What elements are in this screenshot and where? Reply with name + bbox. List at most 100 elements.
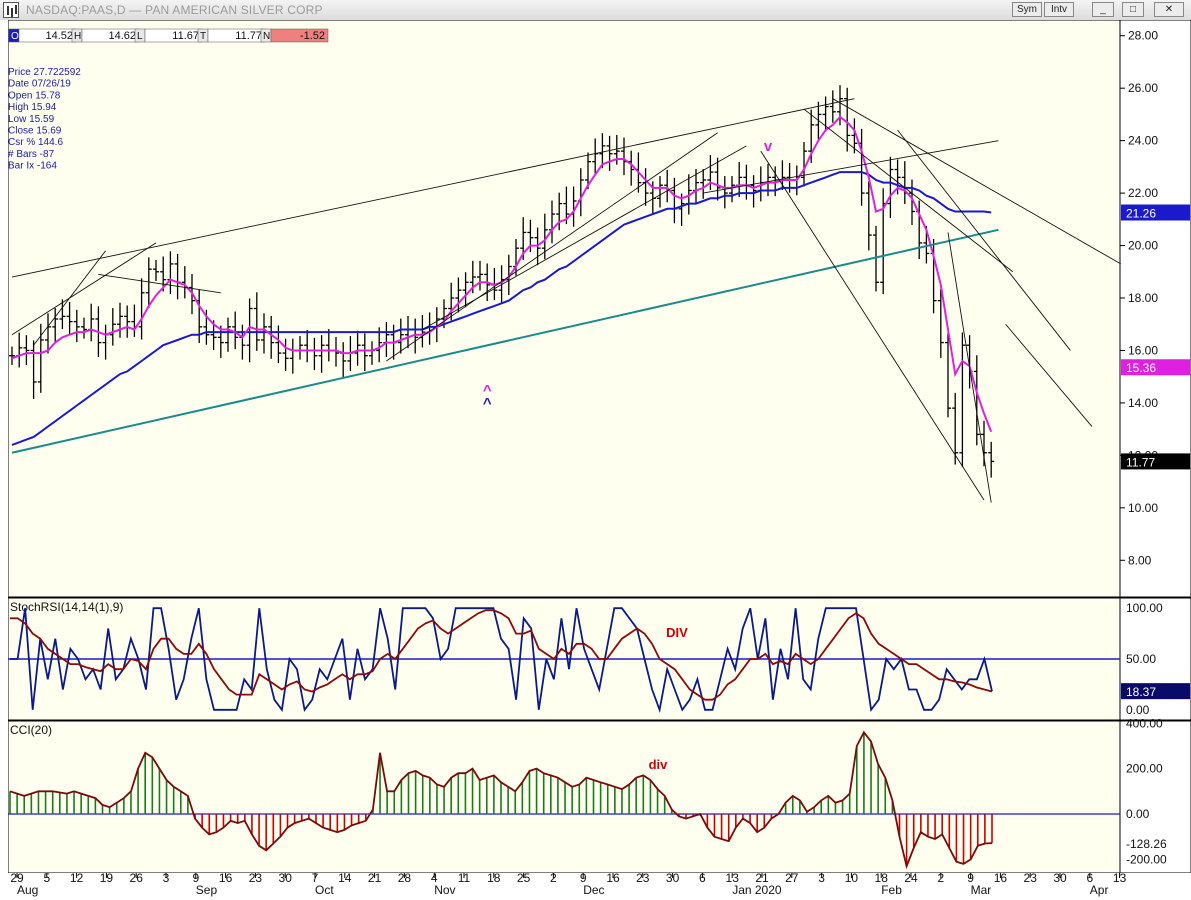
channel-trendline [760,150,985,501]
cci-value-label-bg [1121,835,1190,852]
date-tick-label: 12 [70,871,84,885]
window-titlebar: NASDAQ:PAAS,D — PAN AMERICAN SILVER CORP… [0,0,1191,21]
channel-trendline [803,108,1014,273]
date-tick-label: 4 [431,871,438,885]
info-panel-line: Csr % 144.6 [8,137,63,148]
date-tick-label: 18 [875,871,889,885]
interval-button[interactable]: Intv [1044,2,1074,17]
cci-value-label: -128.26 [1126,837,1167,851]
chart-area[interactable]: 28.00 26.00 24.00 22.00 20.00 18.00 16.00 14.00… [0,20,1191,900]
ohlc-value: 11.67 [172,30,199,42]
signal-marker: ^ [483,395,492,412]
support-trendline [11,228,999,454]
info-panel-line: High 15.94 [8,102,57,113]
date-tick-label: 2 [550,871,557,885]
date-tick-label: 6 [1086,871,1093,885]
ohlc-value-box [270,28,329,43]
ohlc-value: 11.77 [235,30,262,42]
date-tick-label: 16 [994,871,1008,885]
ohlc-key-label: N [263,31,270,42]
date-tick-label: 21 [755,871,769,885]
ohlc-key-label: L [137,31,143,42]
price-scale-bg [1119,20,1191,598]
last-price-label-bg [1121,453,1190,470]
month-label: Jan 2020 [732,883,782,897]
cci-y-tick-label: 0.00 [1126,807,1150,821]
date-tick-label: 7 [312,871,319,885]
symbol-button[interactable]: Sym [1012,2,1042,17]
channel-trendline [98,273,221,294]
stock-chart[interactable]: 28.0026.0024.0022.0020.0018.0016.0014.00… [0,20,1191,900]
minimize-button[interactable]: _ [1092,2,1114,17]
stochrsi-signal-line [10,609,993,701]
date-tick-label: 24 [904,871,918,885]
stochrsi-value-label: 18.37 [1126,685,1156,699]
left-margin [0,20,8,873]
info-panel-line: # Bars -87 [8,149,55,160]
date-tick-label: 16 [606,871,620,885]
price-y-tick-label: 26.00 [1128,81,1158,95]
price-y-tick-label: 28.00 [1128,29,1158,43]
info-panel-line: Open 15.78 [8,90,61,101]
ema-fast-value-label-bg [1121,359,1190,376]
window-title: NASDAQ:PAAS,D — PAN AMERICAN SILVER CORP [26,3,323,17]
info-panel-line: Price 27.722592 [8,67,81,78]
price-y-tick-label: 14.00 [1128,396,1158,410]
price-y-tick-label: 10.00 [1128,501,1158,515]
ohlc-value: 14.52 [45,30,73,42]
channel-trendline [422,145,747,330]
stochrsi-title: StochRSI(14,14(1),9) [10,600,123,614]
date-tick-label: 9 [192,871,199,885]
date-axis-bg [0,873,1191,900]
date-tick-label: 26 [130,871,144,885]
month-label: Dec [583,883,604,897]
close-button[interactable]: ✕ [1154,2,1184,17]
date-tick-label: 9 [967,871,974,885]
date-tick-label: 13 [1113,871,1127,885]
ohlc-value: -1.52 [300,30,325,42]
price-y-tick-label: 16.00 [1128,343,1158,357]
ema-slow-value-label: 21.26 [1126,207,1156,221]
price-y-tick-label: 22.00 [1128,186,1158,200]
date-tick-label: 11 [458,871,471,885]
channel-trendline [11,98,855,278]
month-label: Feb [881,883,902,897]
date-tick-label: 30 [666,871,680,885]
stochrsi-y-tick-label: 100.00 [1126,601,1163,615]
info-panel-line: Close 15.69 [8,126,62,137]
ohlc-value: 14.62 [108,30,136,42]
month-label: Mar [971,883,992,897]
channel-trendline [11,242,157,336]
channel-trendline [703,140,999,194]
date-tick-label: 27 [785,871,799,885]
app-chart-icon [3,2,19,18]
ema-slow-value-label-bg [1121,204,1190,221]
date-tick-label: 9 [580,871,587,885]
date-tick-label: 3 [163,871,170,885]
channel-trendline [1005,323,1093,427]
date-tick-label: 28 [398,871,412,885]
date-tick-label: 13 [726,871,740,885]
date-tick-label: 19 [100,871,114,885]
channel-trendline [897,129,1071,351]
info-panel-line: Bar Ix -164 [8,161,57,172]
last-price-label: 11.77 [1126,455,1155,469]
maximize-button[interactable]: □ [1122,2,1144,17]
channel-trendline [832,98,1122,265]
date-tick-label: 14 [338,871,352,885]
date-tick-label: 30 [1053,871,1067,885]
channel-trendline [386,132,718,362]
cci-div-annotation: div [649,757,669,772]
stochrsi-div-annotation: DIV [666,625,688,640]
info-panel-line: Date 07/26/19 [8,79,71,90]
date-tick-label: 16 [219,871,233,885]
date-tick-label: 5 [43,871,50,885]
month-label: Oct [315,883,334,897]
date-tick-label: 18 [487,871,501,885]
month-label: Aug [17,883,38,897]
stochrsi-y-tick-label: 0.00 [1126,703,1150,717]
signal-marker: ^ [483,382,492,399]
ema-fast-value-label: 15.36 [1126,361,1156,375]
ohlc-key-label: H [74,31,81,42]
date-tick-label: 29 [10,871,24,885]
